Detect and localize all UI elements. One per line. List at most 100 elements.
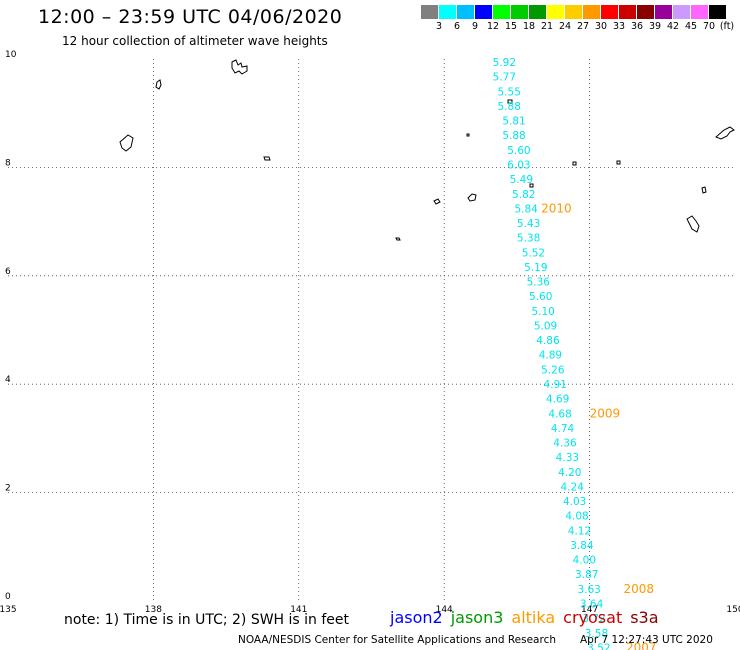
time-annotation: 2009	[590, 406, 621, 420]
y-tick-label: 6	[5, 267, 11, 277]
legend-label: 70	[702, 21, 716, 32]
coastline-outline	[572, 161, 577, 166]
coastline-outline	[466, 133, 470, 137]
legend-swatch	[421, 5, 438, 19]
x-tick-label: 144	[436, 605, 453, 615]
wave-height-label: 4.74	[551, 423, 575, 435]
satellite-label-cryosat: cryosat	[563, 608, 623, 627]
legend-swatch	[673, 5, 690, 19]
legend-swatch	[511, 5, 528, 19]
time-annotation: 2010	[541, 201, 572, 215]
timestamp-text: Apr 7 12:27:43 UTC 2020	[580, 634, 713, 646]
legend-label: 3	[435, 21, 443, 32]
legend-label: 24	[558, 21, 572, 32]
satellite-label-altika: altika	[511, 608, 556, 627]
legend-swatch	[619, 5, 636, 19]
coastline-outline	[529, 183, 534, 188]
wave-height-label: 4.69	[546, 394, 569, 406]
x-tick-label: 135	[0, 605, 17, 615]
legend-swatch	[601, 5, 618, 19]
legend-label: 30	[594, 21, 608, 32]
coastline-outline	[155, 79, 162, 90]
wave-height-label: 5.84	[514, 203, 538, 215]
legend-label: 6	[453, 21, 461, 32]
legend-label: 15	[504, 21, 518, 32]
legend-label: 39	[648, 21, 662, 32]
wave-height-label: 5.92	[493, 57, 516, 69]
coastline-outline	[467, 193, 477, 202]
coastline-outline	[433, 198, 441, 205]
chart-title: 12:00 – 23:59 UTC 04/06/2020	[38, 6, 343, 28]
wave-height-label: 5.60	[529, 291, 552, 303]
wave-height-label: 4.86	[536, 335, 560, 347]
wave-height-label: 4.12	[568, 525, 591, 537]
wave-height-label: 3.52	[587, 642, 610, 650]
coastline-outline	[507, 99, 513, 104]
legend-label: 36	[630, 21, 644, 32]
wave-height-label: 5.10	[531, 306, 554, 318]
wave-height-label: 4.91	[544, 379, 567, 391]
satellite-label-jason2: jason2	[390, 608, 443, 627]
coastline-outline	[263, 156, 271, 161]
time-annotation: 2008	[624, 582, 655, 596]
wave-height-label: 3.63	[577, 584, 600, 596]
chart-subtitle: 12 hour collection of altimeter wave hei…	[62, 34, 328, 48]
wave-height-label: 5.55	[498, 86, 521, 98]
coastline-outline	[231, 59, 248, 75]
legend-label: 42	[666, 21, 680, 32]
wave-height-label: 3.87	[575, 569, 598, 581]
legend-swatch	[565, 5, 582, 19]
coastline-outline	[701, 186, 707, 194]
wave-height-label: 3.72	[582, 613, 605, 625]
wave-height-label: 5.81	[502, 116, 525, 128]
satellite-label-jason3: jason3	[450, 608, 504, 627]
time-annotation: 2007	[626, 640, 657, 650]
credit-text: NOAA/NESDIS Center for Satellite Applica…	[238, 634, 556, 646]
legend-swatch	[655, 5, 672, 19]
legend-swatch	[709, 5, 726, 19]
y-tick-label: 4	[5, 375, 11, 385]
wave-height-label: 5.77	[493, 72, 516, 84]
wave-height-label: 6.03	[507, 159, 530, 171]
legend-label: 9	[471, 21, 479, 32]
x-tick-label: 141	[290, 605, 307, 615]
wave-height-label: 5.19	[524, 262, 547, 274]
x-tick-label: 147	[581, 605, 598, 615]
wave-height-label: 4.33	[556, 452, 579, 464]
wave-height-label: 3.64	[580, 599, 604, 611]
wave-height-label: 4.24	[561, 481, 585, 493]
satellite-label-s3a: s3a	[630, 608, 659, 627]
legend-label: 18	[522, 21, 536, 32]
legend-label: (ft)	[719, 21, 735, 32]
wave-height-label: 4.03	[563, 496, 586, 508]
wave-height-label: 5.60	[507, 145, 530, 157]
coastline-outline	[686, 215, 700, 233]
x-tick-label: 138	[145, 605, 162, 615]
wave-height-label: 5.88	[498, 101, 521, 113]
x-tick-label: 150	[726, 605, 740, 615]
wave-height-label: 4.89	[539, 350, 562, 362]
legend-label: 27	[576, 21, 590, 32]
legend-label: 45	[684, 21, 698, 32]
coastline-outline	[616, 160, 621, 165]
legend-swatch	[493, 5, 510, 19]
y-tick-label: 10	[5, 50, 17, 60]
legend-swatch	[529, 5, 546, 19]
wave-height-label: 5.82	[512, 189, 535, 201]
y-tick-label: 0	[5, 592, 11, 602]
legend-swatch	[547, 5, 564, 19]
legend-swatch	[583, 5, 600, 19]
wave-height-label: 4.68	[548, 408, 571, 420]
wave-height-label: 4.08	[565, 511, 588, 523]
wave-height-label: 4.20	[558, 467, 581, 479]
footer-note: note: 1) Time is in UTC; 2) SWH is in fe…	[64, 612, 350, 628]
legend-swatch	[637, 5, 654, 19]
wave-height-label: 4.36	[553, 438, 577, 450]
wave-height-label: 3.58	[585, 628, 608, 640]
wave-height-label: 5.38	[517, 233, 540, 245]
coastline-outline	[715, 126, 735, 140]
wave-height-label: 5.26	[541, 364, 565, 376]
y-tick-label: 8	[5, 158, 11, 168]
satellite-legend: jason2 jason3 altika cryosat s3a	[390, 608, 667, 627]
